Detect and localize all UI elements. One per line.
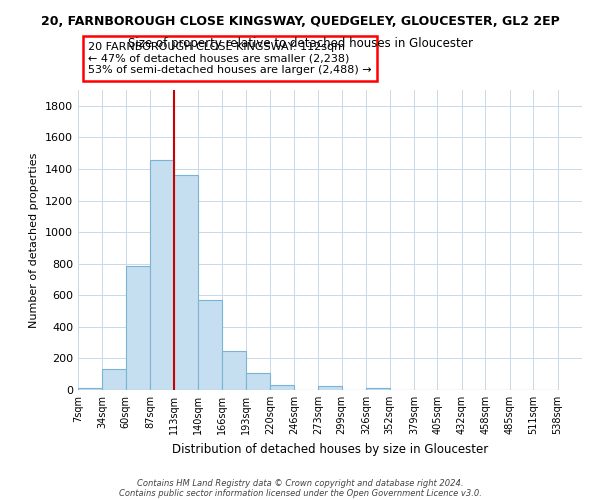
Bar (150, 160, 174, 390)
Bar (78, 388, 103, 390)
Text: 20, FARNBOROUGH CLOSE KINGSWAY, QUEDGELEY, GLOUCESTER, GL2 2EP: 20, FARNBOROUGH CLOSE KINGSWAY, QUEDGELE… (41, 15, 559, 28)
Bar (221, 350, 246, 390)
Bar (246, 374, 271, 390)
Bar (271, 386, 294, 390)
Bar (126, 266, 150, 390)
Bar (198, 300, 221, 390)
Bar (366, 388, 389, 390)
Text: Size of property relative to detached houses in Gloucester: Size of property relative to detached ho… (128, 38, 473, 51)
Bar (318, 386, 342, 390)
Bar (103, 368, 126, 390)
X-axis label: Distribution of detached houses by size in Gloucester: Distribution of detached houses by size … (172, 442, 488, 456)
Text: 20 FARNBOROUGH CLOSE KINGSWAY: 112sqm
← 47% of detached houses are smaller (2,23: 20 FARNBOROUGH CLOSE KINGSWAY: 112sqm ← … (88, 42, 372, 75)
Bar (174, 176, 198, 390)
Text: Contains public sector information licensed under the Open Government Licence v3: Contains public sector information licen… (119, 488, 481, 498)
Y-axis label: Number of detached properties: Number of detached properties (29, 152, 40, 328)
Text: Contains HM Land Registry data © Crown copyright and database right 2024.: Contains HM Land Registry data © Crown c… (137, 478, 463, 488)
